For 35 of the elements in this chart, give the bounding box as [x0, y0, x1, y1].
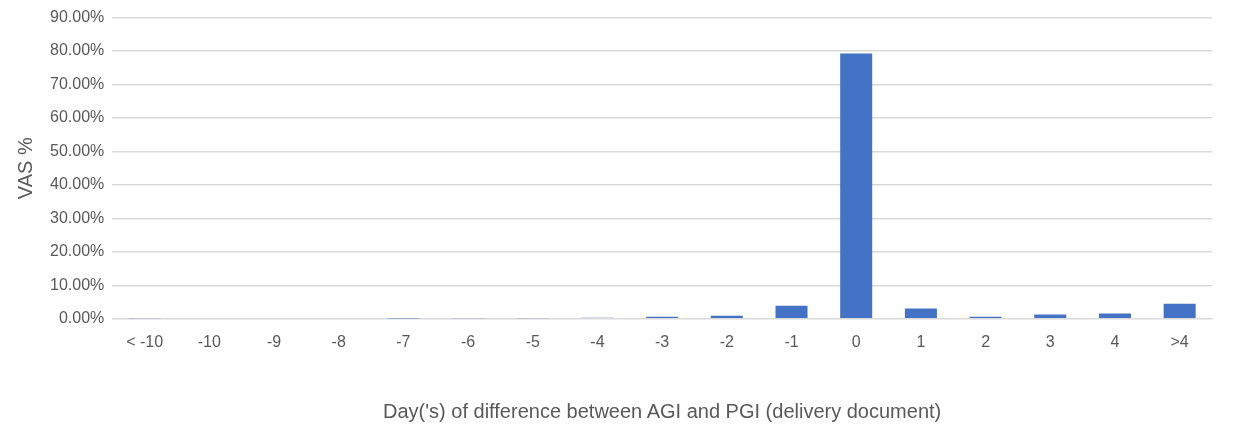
bar	[904, 308, 937, 319]
x-tick-label: < -10	[126, 332, 164, 350]
y-tick-label: 50.00%	[50, 141, 105, 159]
x-tick-label: -7	[396, 332, 411, 350]
x-tick-label: -8	[331, 332, 346, 350]
y-axis-title: VAS %	[13, 137, 36, 200]
x-tick-label: -3	[655, 332, 670, 350]
x-axis-title: Day('s) of difference between AGI and PGI (delivery document)	[383, 399, 942, 422]
y-tick-label: 80.00%	[50, 41, 105, 59]
y-tick-label: 90.00%	[50, 8, 105, 26]
x-tick-label: 1	[916, 332, 926, 350]
x-tick-label: 0	[851, 332, 861, 350]
y-tick-label: 70.00%	[50, 74, 105, 92]
x-tick-label: -6	[460, 332, 476, 350]
x-tick-label: 2	[981, 332, 991, 350]
y-tick-label: 30.00%	[50, 208, 105, 226]
x-tick-label: -1	[784, 332, 799, 350]
y-tick-label: 40.00%	[50, 175, 105, 193]
x-tick-label: -2	[719, 332, 735, 350]
x-tick-label: >4	[1170, 332, 1189, 350]
bar	[775, 305, 808, 319]
x-tick-label: 3	[1045, 332, 1055, 350]
y-tick-label: 0.00%	[58, 309, 105, 327]
y-tick-label: 20.00%	[50, 242, 105, 260]
x-tick-label: -5	[525, 332, 540, 350]
bar	[840, 53, 873, 319]
x-tick-label: -4	[590, 332, 605, 350]
y-tick-label: 60.00%	[50, 108, 105, 126]
bar	[1034, 314, 1067, 319]
y-tick-label: 10.00%	[50, 275, 105, 293]
bar	[1163, 303, 1196, 319]
x-tick-label: -9	[266, 332, 282, 350]
x-tick-label: -10	[197, 332, 221, 350]
x-tick-label: 4	[1110, 332, 1120, 350]
bar	[1098, 313, 1131, 319]
